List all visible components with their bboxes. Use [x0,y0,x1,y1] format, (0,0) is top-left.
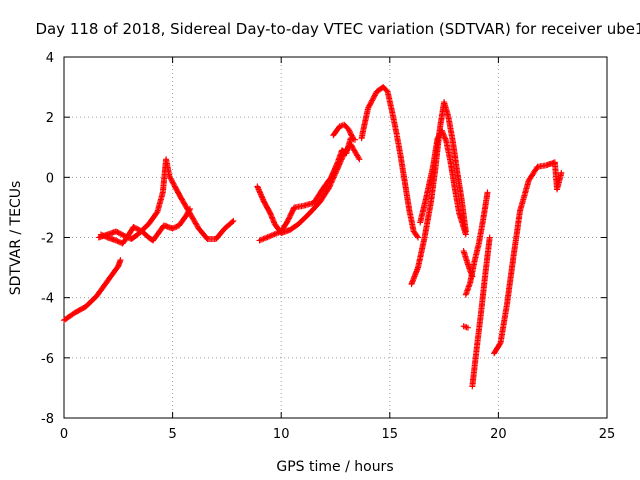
series-track8 [408,99,469,288]
y-tick-label: 2 [46,111,54,126]
series-track3 [97,205,193,247]
data-point-markers [330,121,356,142]
series-track2 [95,156,237,242]
series-track7 [358,84,422,241]
x-tick-label: 5 [168,427,176,442]
data-point-markers [460,323,471,331]
y-tick-label: 4 [46,51,54,66]
y-tick-label: -2 [41,232,54,247]
data-point-markers [61,257,124,324]
x-tick-label: 10 [273,427,290,442]
y-tick-label: 0 [46,171,54,186]
x-tick-label: 20 [490,427,507,442]
x-axis-label: GPS time / hours [276,459,393,475]
series-track14 [491,159,565,357]
data-point-markers [491,159,565,357]
data-point-markers [408,99,469,288]
ticks: 0 5 10 15 20 25 -8 -6 -4 -2 0 2 4 [41,51,615,442]
y-tick-label: -4 [41,292,54,307]
series-track6 [330,121,356,142]
series-track13 [469,234,493,390]
y-tick-label: -8 [41,412,54,427]
data-point-markers [256,135,359,244]
series-track9 [417,127,469,238]
data-point-markers [462,189,491,298]
x-tick-label: 0 [60,427,68,442]
data-point-markers [97,205,193,247]
chart-title: Day 118 of 2018, Sidereal Day-to-day VTE… [35,20,640,38]
x-tick-label: 15 [382,427,399,442]
y-tick-label: -6 [41,352,54,367]
y-axis-label: SDTVAR / TECUs [8,181,24,296]
x-tick-label: 25 [599,427,616,442]
data-point-markers [417,127,469,238]
series-track12 [462,189,491,298]
data-point-markers [358,84,422,241]
data-point-markers [95,156,237,242]
series-track1 [61,257,124,324]
series-track5 [256,135,359,244]
series-track11 [460,323,471,331]
data-points [61,84,565,390]
data-point-markers [469,234,493,390]
